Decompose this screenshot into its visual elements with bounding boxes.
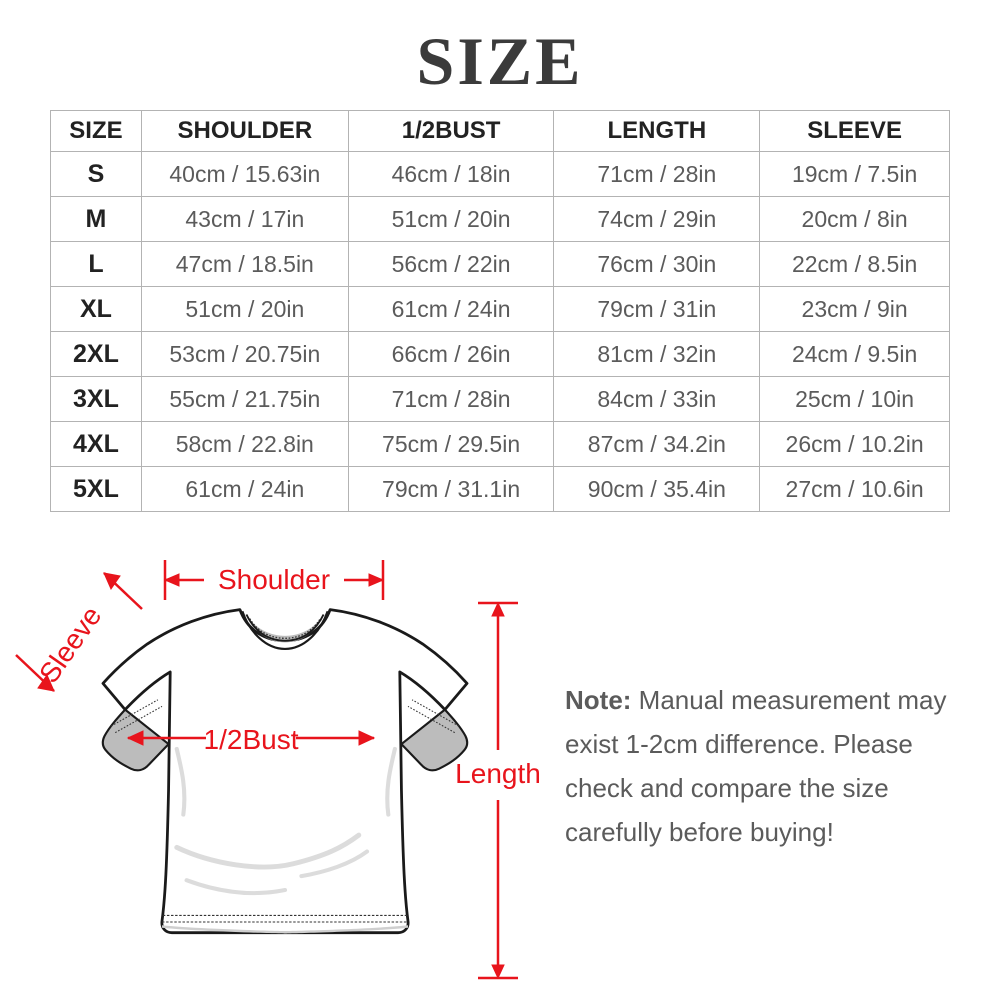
svg-text:Shoulder: Shoulder <box>218 564 330 595</box>
svg-text:1/2Bust: 1/2Bust <box>204 724 299 755</box>
svg-text:Length: Length <box>455 758 541 789</box>
svg-text:Sleeve: Sleeve <box>33 601 108 689</box>
